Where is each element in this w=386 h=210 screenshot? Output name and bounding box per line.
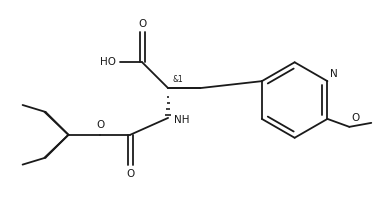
Text: O: O (96, 120, 105, 130)
Text: O: O (351, 113, 360, 123)
Text: O: O (126, 169, 134, 178)
Text: O: O (138, 18, 146, 29)
Text: &1: &1 (172, 75, 183, 84)
Text: NH: NH (174, 115, 190, 125)
Text: HO: HO (100, 57, 116, 67)
Text: N: N (330, 69, 338, 79)
